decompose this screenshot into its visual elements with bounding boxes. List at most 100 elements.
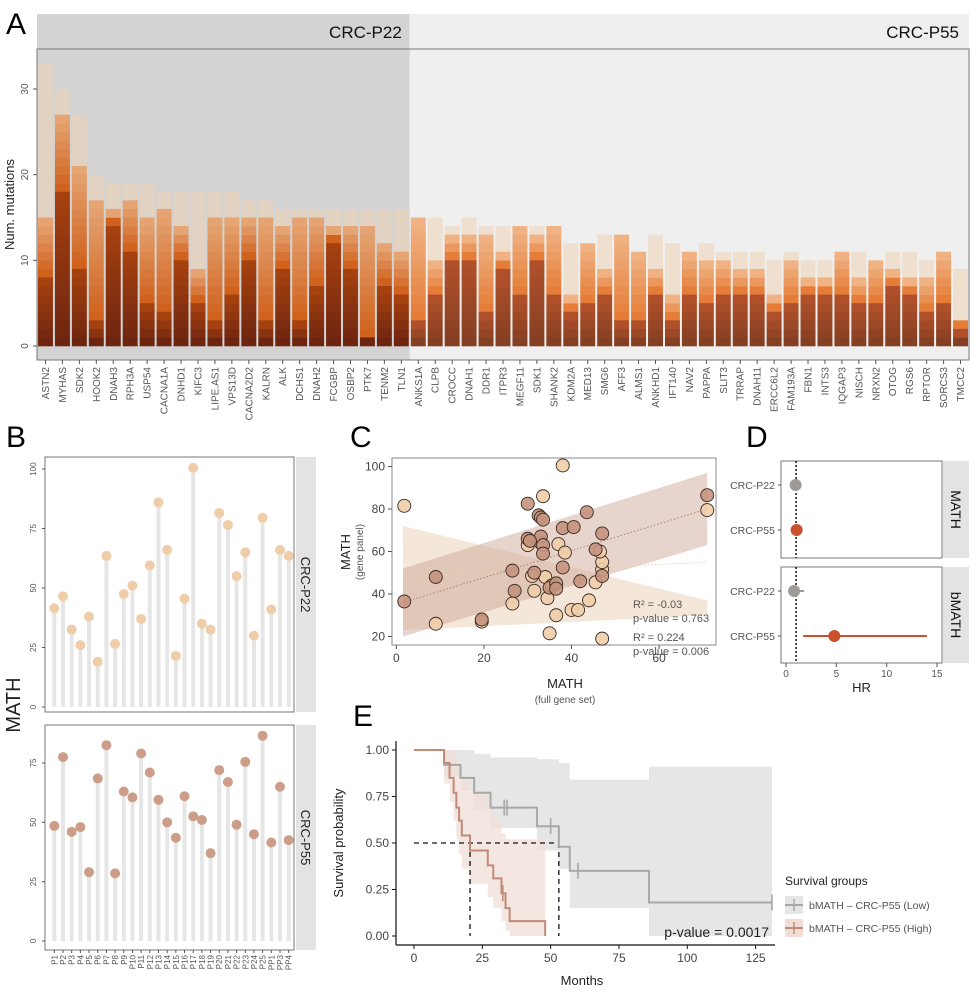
bar-segment-dark [597,311,613,321]
bar-sdk2 [71,114,87,347]
lollipop-point [222,776,233,787]
y-axis-sublabel: (gene panel) [355,524,366,580]
bar-segment-dark [444,294,460,304]
bar-segment-dark [71,311,87,321]
bar-segment-faint [393,208,409,252]
bar-rph3a [122,183,138,347]
bar-segment [38,268,53,278]
bar-segment-dark [597,303,613,313]
bar-segment-dark [54,277,70,287]
scatter-point-crc-p55 [507,583,522,598]
bar-segment-dark [648,337,663,347]
bar-segment [953,320,968,330]
bar-segment [309,234,325,244]
bar-segment-faint [648,234,663,269]
bar-segment-dark [783,337,799,347]
bar-segment [546,268,562,278]
bar-segment-dark [495,277,511,287]
bar-segment-dark [597,337,613,347]
x-tick-label: SMG6 [600,367,611,396]
bar-segment-faint [309,208,325,218]
bar-segment [546,260,562,270]
bar-segment [359,234,375,244]
bar-segment [902,277,918,287]
bar-segment [698,268,714,278]
bar-vps13d [224,191,240,347]
bar-segment-dark [461,286,477,295]
bar-segment-dark [953,337,968,347]
bar-ift140 [664,243,680,347]
bar-segment [512,260,528,270]
bar-segment-dark [698,337,714,347]
x-tick-label: ERCC6L2 [770,367,781,412]
bar-segment-dark [258,337,274,347]
x-tick-label: USP54 [143,367,154,399]
bar-segment [563,294,579,304]
scatter-point-crc-p55 [566,520,581,535]
bar-segment-dark [241,337,257,347]
bar-segment-dark [105,243,121,253]
confidence-band-low [414,750,772,936]
bar-segment-dark [54,268,70,278]
bar-segment-dark [495,311,511,321]
scatter-point-crc-p55 [428,570,443,584]
bar-segment [173,234,189,244]
bar-segment-dark [648,303,663,313]
x-tick-label: KALRN [261,367,272,400]
bar-segment-dark [495,303,511,313]
bar-segment-dark [309,328,325,338]
bar-segment-dark [38,311,53,321]
x-tick-label: FCGBP [329,367,340,402]
bar-cacna2d2 [241,200,257,347]
bar-segment [478,303,494,313]
bar-segment-dark [54,208,70,218]
bar-ercc6l2 [766,260,782,347]
lollipop-point [257,512,268,523]
bar-segment [139,294,155,304]
bar-segment-dark [732,320,748,330]
bar-segment-dark [800,303,816,313]
bar-segment [54,166,70,175]
lollipop-point [49,603,60,614]
bar-segment-dark [292,328,308,338]
bar-segment [88,286,104,295]
bar-segment [156,243,172,253]
lollipop-point [240,547,251,558]
bar-segment-faint [71,114,87,167]
bar-segment [326,234,342,244]
bar-segment [292,243,308,253]
x-tick-label: 20 [477,651,491,665]
bar-segment-dark [512,328,528,338]
panel-e-survival-plot: 0 25 50 75 100 125 0.00 0.25 0.50 0.75 1.00 Months S… [331,741,932,988]
x-tick-label: P18 [198,954,207,969]
scatter-point-crc-p55 [522,533,537,548]
x-tick-label: 25 [476,951,490,965]
bar-segment [156,277,172,287]
x-tick-label: HOOK2 [92,367,103,402]
bar-segment-dark [885,320,901,330]
bar-trrap [732,251,748,347]
bar-segment-dark [122,260,138,270]
bar-segment-dark [580,337,596,347]
bar-segment [359,226,375,235]
bar-segment [478,243,494,253]
bar-segment [580,268,596,278]
bar-segment [156,303,172,313]
bar-segment [105,217,121,227]
bar-segment [207,234,223,244]
bar-segment [614,303,630,313]
x-tick-label: SDK2 [75,367,86,394]
bar-segment [292,234,308,244]
bar-otog [885,251,901,347]
x-tick-label: 0 [783,669,789,680]
bar-segment [292,286,308,295]
bar-segment [766,303,782,313]
hr-point [789,479,802,491]
x-tick-label: SLIT3 [719,367,730,394]
x-tick-label: TENM2 [380,367,391,401]
bar-segment-dark [800,294,816,304]
bar-segment [224,226,240,235]
bar-segment-dark [343,303,358,313]
bar-segment [139,286,155,295]
bar-segment-dark [546,320,562,330]
